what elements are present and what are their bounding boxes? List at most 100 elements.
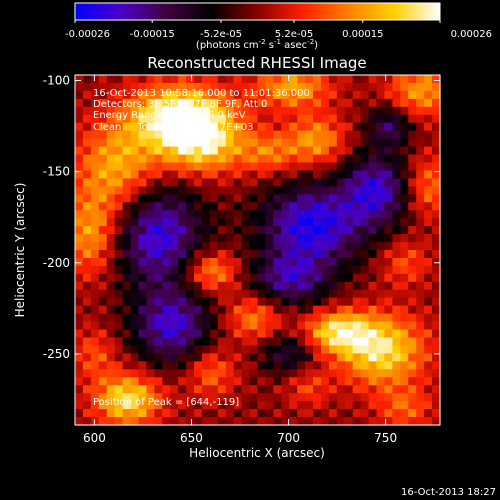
heatmap-cell xyxy=(361,401,370,410)
heatmap-cell xyxy=(305,107,314,116)
heatmap-cell xyxy=(194,330,203,339)
heatmap-cell xyxy=(361,155,370,164)
heatmap-cell xyxy=(258,338,267,347)
heatmap-cell xyxy=(194,369,203,378)
heatmap-cell xyxy=(75,282,84,291)
heatmap-cell xyxy=(432,234,441,243)
heatmap-cell xyxy=(345,155,354,164)
heatmap-cell xyxy=(83,131,92,140)
heatmap-cell xyxy=(313,266,322,275)
heatmap-cell xyxy=(226,250,235,259)
heatmap-cell xyxy=(305,314,314,323)
heatmap-cell xyxy=(361,290,370,299)
heatmap-cell xyxy=(146,210,155,219)
heatmap-cell xyxy=(75,369,84,378)
heatmap-cell xyxy=(186,163,195,172)
heatmap-cell xyxy=(115,178,124,187)
heatmap-cell xyxy=(138,258,147,267)
heatmap-cell xyxy=(186,369,195,378)
heatmap-cell xyxy=(91,234,100,243)
heatmap-cell xyxy=(107,147,116,156)
heatmap-cell xyxy=(345,226,354,235)
heatmap-cell xyxy=(146,322,155,331)
heatmap-cell xyxy=(162,155,171,164)
heatmap-cell xyxy=(115,298,124,307)
heatmap-cell xyxy=(369,274,378,283)
heatmap-cell xyxy=(250,218,259,227)
heatmap-cell xyxy=(202,155,211,164)
heatmap-cell xyxy=(424,218,433,227)
heatmap-cell xyxy=(146,194,155,203)
heatmap-cell xyxy=(337,194,346,203)
heatmap-cell xyxy=(337,99,346,108)
heatmap-cell xyxy=(432,322,441,331)
heatmap-cell xyxy=(424,298,433,307)
heatmap-cell xyxy=(424,330,433,339)
heatmap-cell xyxy=(115,266,124,275)
heatmap-cell xyxy=(297,155,306,164)
heatmap-cell xyxy=(297,290,306,299)
heatmap-cell xyxy=(186,242,195,251)
heatmap-cell xyxy=(408,91,417,100)
heatmap-cell xyxy=(265,353,274,362)
heatmap-cell xyxy=(289,345,298,354)
heatmap-cell xyxy=(194,345,203,354)
heatmap-cell xyxy=(170,282,179,291)
heatmap-cell xyxy=(226,353,235,362)
heatmap-cell xyxy=(202,322,211,331)
heatmap-cell xyxy=(83,409,92,418)
heatmap-cell xyxy=(416,107,425,116)
heatmap-cell xyxy=(353,353,362,362)
heatmap-cell xyxy=(273,409,282,418)
heatmap-cell xyxy=(99,345,108,354)
heatmap-cell xyxy=(384,258,393,267)
heatmap-cell xyxy=(131,202,140,211)
heatmap-cell xyxy=(384,345,393,354)
heatmap-cell xyxy=(154,250,163,259)
heatmap-cell xyxy=(377,163,386,172)
heatmap-cell xyxy=(353,282,362,291)
heatmap-cell xyxy=(424,314,433,323)
heatmap-cell xyxy=(345,345,354,354)
heatmap-cell xyxy=(218,178,227,187)
heatmap-cell xyxy=(146,250,155,259)
heatmap-cell xyxy=(131,298,140,307)
heatmap-cell xyxy=(138,186,147,195)
heatmap-cell xyxy=(353,250,362,259)
heatmap-cell xyxy=(146,290,155,299)
heatmap-cell xyxy=(353,393,362,402)
heatmap-cell xyxy=(154,282,163,291)
colorbar-ticks: -0.00026 -0.00015 -5.2e-05 5.2e-05 0.00015 0.… xyxy=(65,20,492,40)
heatmap-cell xyxy=(75,123,84,132)
heatmap-cell xyxy=(408,170,417,179)
heatmap-cell xyxy=(91,218,100,227)
heatmap-cell xyxy=(115,306,124,315)
heatmap-cell xyxy=(305,75,314,84)
heatmap-cell xyxy=(170,75,179,84)
heatmap-cell xyxy=(377,178,386,187)
heatmap-cell xyxy=(75,242,84,251)
heatmap-cell xyxy=(115,290,124,299)
heatmap-cell xyxy=(273,155,282,164)
heatmap-cell xyxy=(91,409,100,418)
heatmap-cell xyxy=(305,163,314,172)
heatmap-cell xyxy=(107,298,116,307)
heatmap-cell xyxy=(353,338,362,347)
heatmap-cell xyxy=(154,385,163,394)
heatmap-cell xyxy=(416,322,425,331)
heatmap-cell xyxy=(107,202,116,211)
heatmap-cell xyxy=(345,139,354,148)
heatmap-cell xyxy=(123,274,132,283)
heatmap-cell xyxy=(392,274,401,283)
heatmap-cell xyxy=(107,338,116,347)
heatmap-cell xyxy=(305,250,314,259)
heatmap-cell xyxy=(384,266,393,275)
heatmap-cell xyxy=(91,75,100,84)
heatmap-cell xyxy=(162,250,171,259)
heatmap-cell xyxy=(242,377,251,386)
heatmap-cell xyxy=(408,330,417,339)
heatmap-cell xyxy=(99,139,108,148)
heatmap-cell xyxy=(91,330,100,339)
heatmap-cell xyxy=(345,290,354,299)
heatmap-cell xyxy=(186,202,195,211)
